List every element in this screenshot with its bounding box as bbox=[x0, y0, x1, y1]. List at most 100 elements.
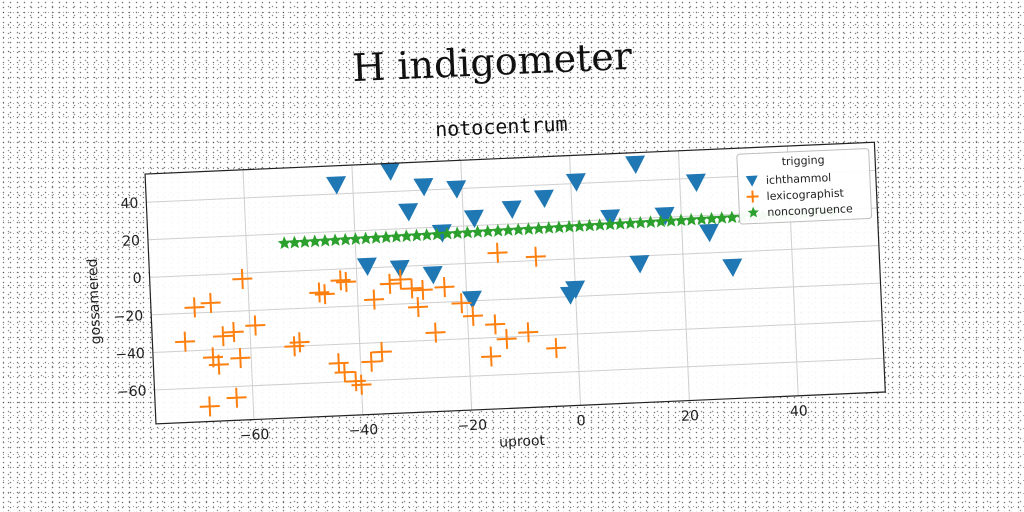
y-gridline bbox=[154, 357, 884, 391]
data-point bbox=[501, 223, 515, 237]
data-point bbox=[525, 246, 546, 267]
data-point bbox=[572, 219, 587, 233]
data-point bbox=[199, 396, 220, 417]
data-point bbox=[440, 226, 454, 240]
data-point bbox=[298, 235, 312, 248]
data-point bbox=[330, 270, 351, 291]
data-point bbox=[511, 222, 525, 236]
y-tick-label: 20 bbox=[122, 233, 141, 250]
data-point bbox=[559, 286, 580, 305]
data-point bbox=[664, 214, 678, 227]
y-gridline bbox=[152, 320, 883, 353]
y-gridline bbox=[151, 282, 881, 316]
data-point bbox=[184, 297, 205, 318]
data-point bbox=[694, 212, 709, 226]
legend-label: lexicographist bbox=[766, 187, 844, 203]
data-point bbox=[361, 351, 382, 372]
data-point bbox=[334, 362, 355, 383]
data-point bbox=[359, 231, 373, 245]
data-point bbox=[715, 211, 729, 224]
data-marks bbox=[175, 155, 841, 417]
data-point bbox=[413, 177, 434, 197]
data-point bbox=[422, 265, 443, 285]
data-point bbox=[208, 354, 229, 375]
data-point bbox=[684, 212, 698, 226]
plot-frame bbox=[144, 141, 886, 425]
y-tick-label: −60 bbox=[117, 383, 147, 400]
data-point bbox=[326, 176, 347, 195]
data-point bbox=[593, 218, 607, 231]
data-point bbox=[485, 314, 506, 335]
chart-title: notocentrum bbox=[435, 112, 568, 142]
data-point bbox=[226, 387, 247, 408]
data-point bbox=[654, 206, 675, 226]
data-point bbox=[420, 228, 434, 241]
x-axis-label: uproot bbox=[499, 433, 546, 451]
data-point bbox=[674, 213, 688, 227]
data-point bbox=[289, 332, 310, 353]
legend-box bbox=[736, 148, 873, 225]
x-gridline bbox=[351, 165, 364, 415]
x-tick-label: −60 bbox=[240, 427, 270, 444]
data-point bbox=[451, 293, 472, 314]
data-point bbox=[463, 209, 484, 229]
data-point bbox=[389, 229, 403, 243]
series-noncongruence bbox=[277, 204, 841, 250]
series-lexicographist bbox=[175, 242, 567, 417]
x-tick-label: 20 bbox=[681, 408, 700, 425]
data-point bbox=[379, 273, 400, 294]
data-point bbox=[582, 218, 597, 232]
data-point bbox=[284, 336, 305, 357]
data-point bbox=[625, 155, 646, 174]
data-point bbox=[399, 229, 414, 243]
data-point bbox=[371, 341, 392, 362]
data-point bbox=[364, 289, 385, 310]
data-point bbox=[562, 219, 576, 233]
data-point bbox=[309, 282, 330, 303]
legend: trigging ichthammollexicographistnoncongr… bbox=[736, 148, 873, 225]
data-point bbox=[434, 277, 455, 298]
data-point bbox=[496, 328, 517, 349]
data-point bbox=[532, 221, 546, 235]
legend-marker bbox=[745, 175, 758, 187]
x-gridline bbox=[242, 169, 255, 420]
legend-marker bbox=[746, 190, 759, 203]
data-point bbox=[491, 223, 505, 237]
x-gridline bbox=[569, 155, 581, 406]
data-point bbox=[425, 322, 446, 343]
x-tick-label: 40 bbox=[790, 403, 809, 420]
data-point bbox=[725, 210, 739, 224]
data-point bbox=[409, 228, 424, 242]
data-point bbox=[356, 257, 377, 276]
data-point bbox=[314, 284, 335, 305]
y-tick-label: 0 bbox=[132, 271, 142, 287]
data-point bbox=[230, 348, 251, 369]
data-point bbox=[613, 216, 627, 230]
data-point bbox=[462, 305, 484, 326]
data-point bbox=[698, 223, 719, 243]
y-gridline bbox=[149, 245, 879, 278]
data-point bbox=[600, 209, 621, 228]
data-point bbox=[379, 162, 400, 181]
data-point bbox=[398, 203, 419, 222]
data-point bbox=[552, 220, 566, 234]
data-point bbox=[603, 217, 617, 231]
y-axis-label: gossamered bbox=[85, 258, 105, 344]
data-point bbox=[245, 315, 266, 336]
data-point bbox=[200, 292, 221, 313]
data-point bbox=[430, 227, 444, 241]
tick-labels: −60 −40 −20 0 20 40 −60 −40 −20 0 20 40 bbox=[113, 196, 809, 445]
y-tick-label: −20 bbox=[113, 308, 143, 325]
data-point bbox=[287, 235, 302, 249]
scatter-chart: notocentrum −60 −40 −20 0 20 40 −60 −40 −20 0 20 40… bbox=[85, 112, 886, 451]
data-point bbox=[175, 331, 196, 352]
y-tick-label: 40 bbox=[120, 196, 139, 213]
data-point bbox=[521, 222, 536, 236]
data-point bbox=[345, 371, 366, 392]
data-point bbox=[351, 374, 372, 395]
data-point bbox=[401, 278, 422, 299]
data-point bbox=[542, 221, 556, 234]
data-point bbox=[277, 236, 291, 250]
data-point bbox=[412, 279, 433, 300]
data-point bbox=[487, 242, 508, 263]
